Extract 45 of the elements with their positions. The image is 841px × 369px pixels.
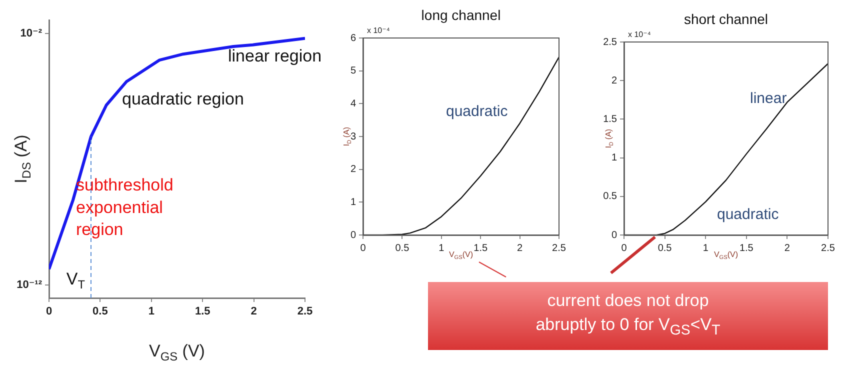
x-tick-label: 2 (250, 306, 257, 318)
text: x 10⁻⁴ (367, 26, 390, 36)
y-tick-label: 1 (611, 152, 618, 164)
text: x 10⁻⁴ (628, 30, 652, 40)
x-tick-label: 1.5 (739, 242, 754, 254)
x-tick-label: 0 (46, 306, 52, 318)
x-tick-label: 2 (784, 242, 790, 254)
y-tick-label: 0.5 (603, 191, 618, 202)
annotation: quadratic (717, 206, 780, 224)
annotation: quadratic (446, 103, 508, 120)
x-tick-label: 2 (517, 242, 524, 254)
chart-title: short channel (684, 10, 768, 27)
annotation: quadratic region (122, 90, 244, 109)
y-tick-label: 1.5 (603, 114, 618, 125)
y-tick-label: 3 (350, 131, 356, 142)
y-tick-label: 10⁻² (20, 27, 42, 40)
x-tick-label: 0 (360, 242, 366, 254)
x-tick-label: 2.5 (821, 242, 836, 254)
y-tick-label: 0 (350, 230, 356, 241)
x-tick-label: 2.5 (297, 306, 313, 318)
x-tick-label: 1 (438, 242, 445, 254)
x-tick-label: 0.5 (395, 242, 410, 254)
x-tick-label: 1 (702, 242, 709, 254)
x-tick-label: 1 (148, 306, 154, 318)
x-tick-label: 0.5 (658, 242, 672, 254)
y-tick-label: 5 (350, 66, 356, 77)
y-tick-label: 10⁻¹² (16, 278, 42, 291)
y-tick-label: 1 (350, 196, 356, 208)
annotation: linear (750, 90, 787, 108)
y-tick-label: 2.5 (603, 36, 618, 48)
y-tick-label: 6 (350, 32, 356, 44)
chart-title: long channel (421, 6, 501, 23)
y-tick-label: 2 (611, 75, 618, 86)
x-tick-label: 0 (621, 242, 628, 254)
y-tick-label: 2 (350, 164, 356, 176)
y-axis-title: IDS (A) (12, 134, 34, 184)
x-tick-label: 1.5 (474, 242, 488, 254)
annotation: linear region (228, 46, 322, 66)
y-tick-label: 4 (350, 98, 356, 110)
x-tick-label: 0.5 (92, 306, 108, 318)
x-tick-label: 2.5 (552, 242, 566, 254)
text: current does not drop (547, 290, 709, 312)
x-tick-label: 1.5 (194, 306, 210, 318)
text: abruptly to 0 for V$_{GS}$<V$_{T}$ (536, 314, 720, 341)
y-tick-label: 0 (611, 230, 618, 241)
